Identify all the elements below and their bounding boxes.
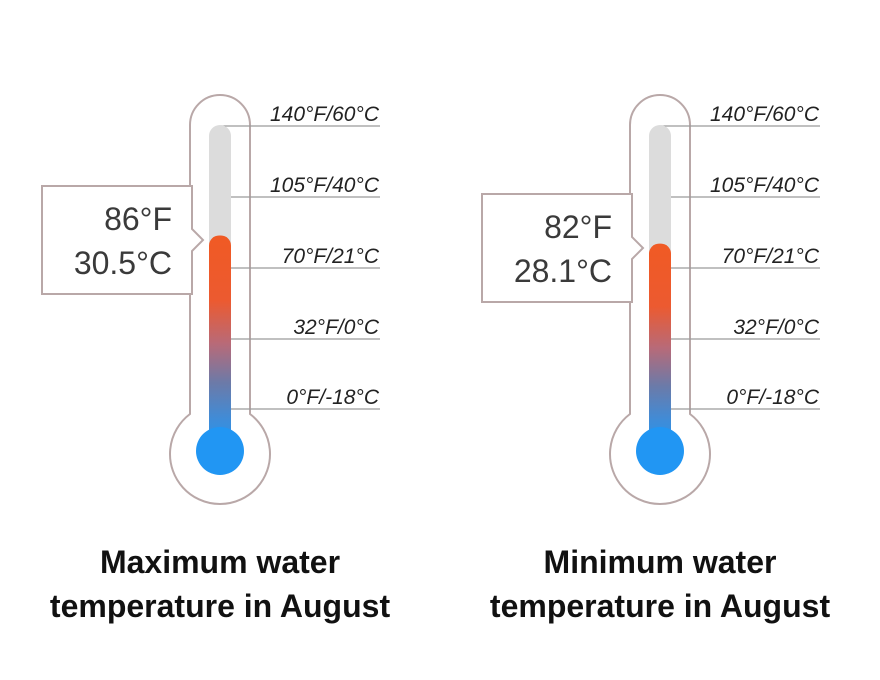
caption-line-2: temperature in August	[50, 588, 391, 624]
tick-label: 70°F/21°C	[722, 245, 820, 268]
tick-label: 140°F/60°C	[270, 103, 380, 126]
tick-group: 140°F/60°C 105°F/40°C 70°F/21°C 32°F/0°C 0°F…	[661, 103, 820, 410]
mercury-column	[209, 235, 231, 452]
value-fahrenheit-label: 86°F	[104, 201, 172, 237]
caption-line-1: Minimum water	[544, 544, 777, 580]
thermometer-bulb	[636, 427, 684, 475]
value-callout	[41, 185, 205, 295]
tick-label: 105°F/40°C	[710, 174, 820, 197]
tick-label: 0°F/-18°C	[286, 386, 379, 409]
mercury-column	[649, 243, 671, 452]
value-celsius-label: 30.5°C	[74, 245, 172, 281]
tick-label: 105°F/40°C	[270, 174, 380, 197]
value-fahrenheit-label: 82°F	[544, 209, 612, 245]
tick-label: 32°F/0°C	[733, 316, 819, 339]
tick-label: 0°F/-18°C	[726, 386, 819, 409]
thermometer-minimum: 140°F/60°C 105°F/40°C 70°F/21°C 32°F/0°C 0°F…	[481, 94, 831, 624]
caption-line-2: temperature in August	[490, 588, 831, 624]
value-celsius-label: 28.1°C	[514, 253, 612, 289]
thermometer-bulb	[196, 427, 244, 475]
value-callout	[481, 193, 645, 303]
caption-line-1: Maximum water	[100, 544, 340, 580]
tick-label: 140°F/60°C	[710, 103, 820, 126]
tick-label: 70°F/21°C	[282, 245, 380, 268]
thermometer-maximum: 140°F/60°C 105°F/40°C 70°F/21°C 32°F/0°C 0°F…	[41, 94, 391, 624]
tick-group: 140°F/60°C 105°F/40°C 70°F/21°C 32°F/0°C 0°F…	[221, 103, 380, 410]
tick-label: 32°F/0°C	[293, 316, 379, 339]
